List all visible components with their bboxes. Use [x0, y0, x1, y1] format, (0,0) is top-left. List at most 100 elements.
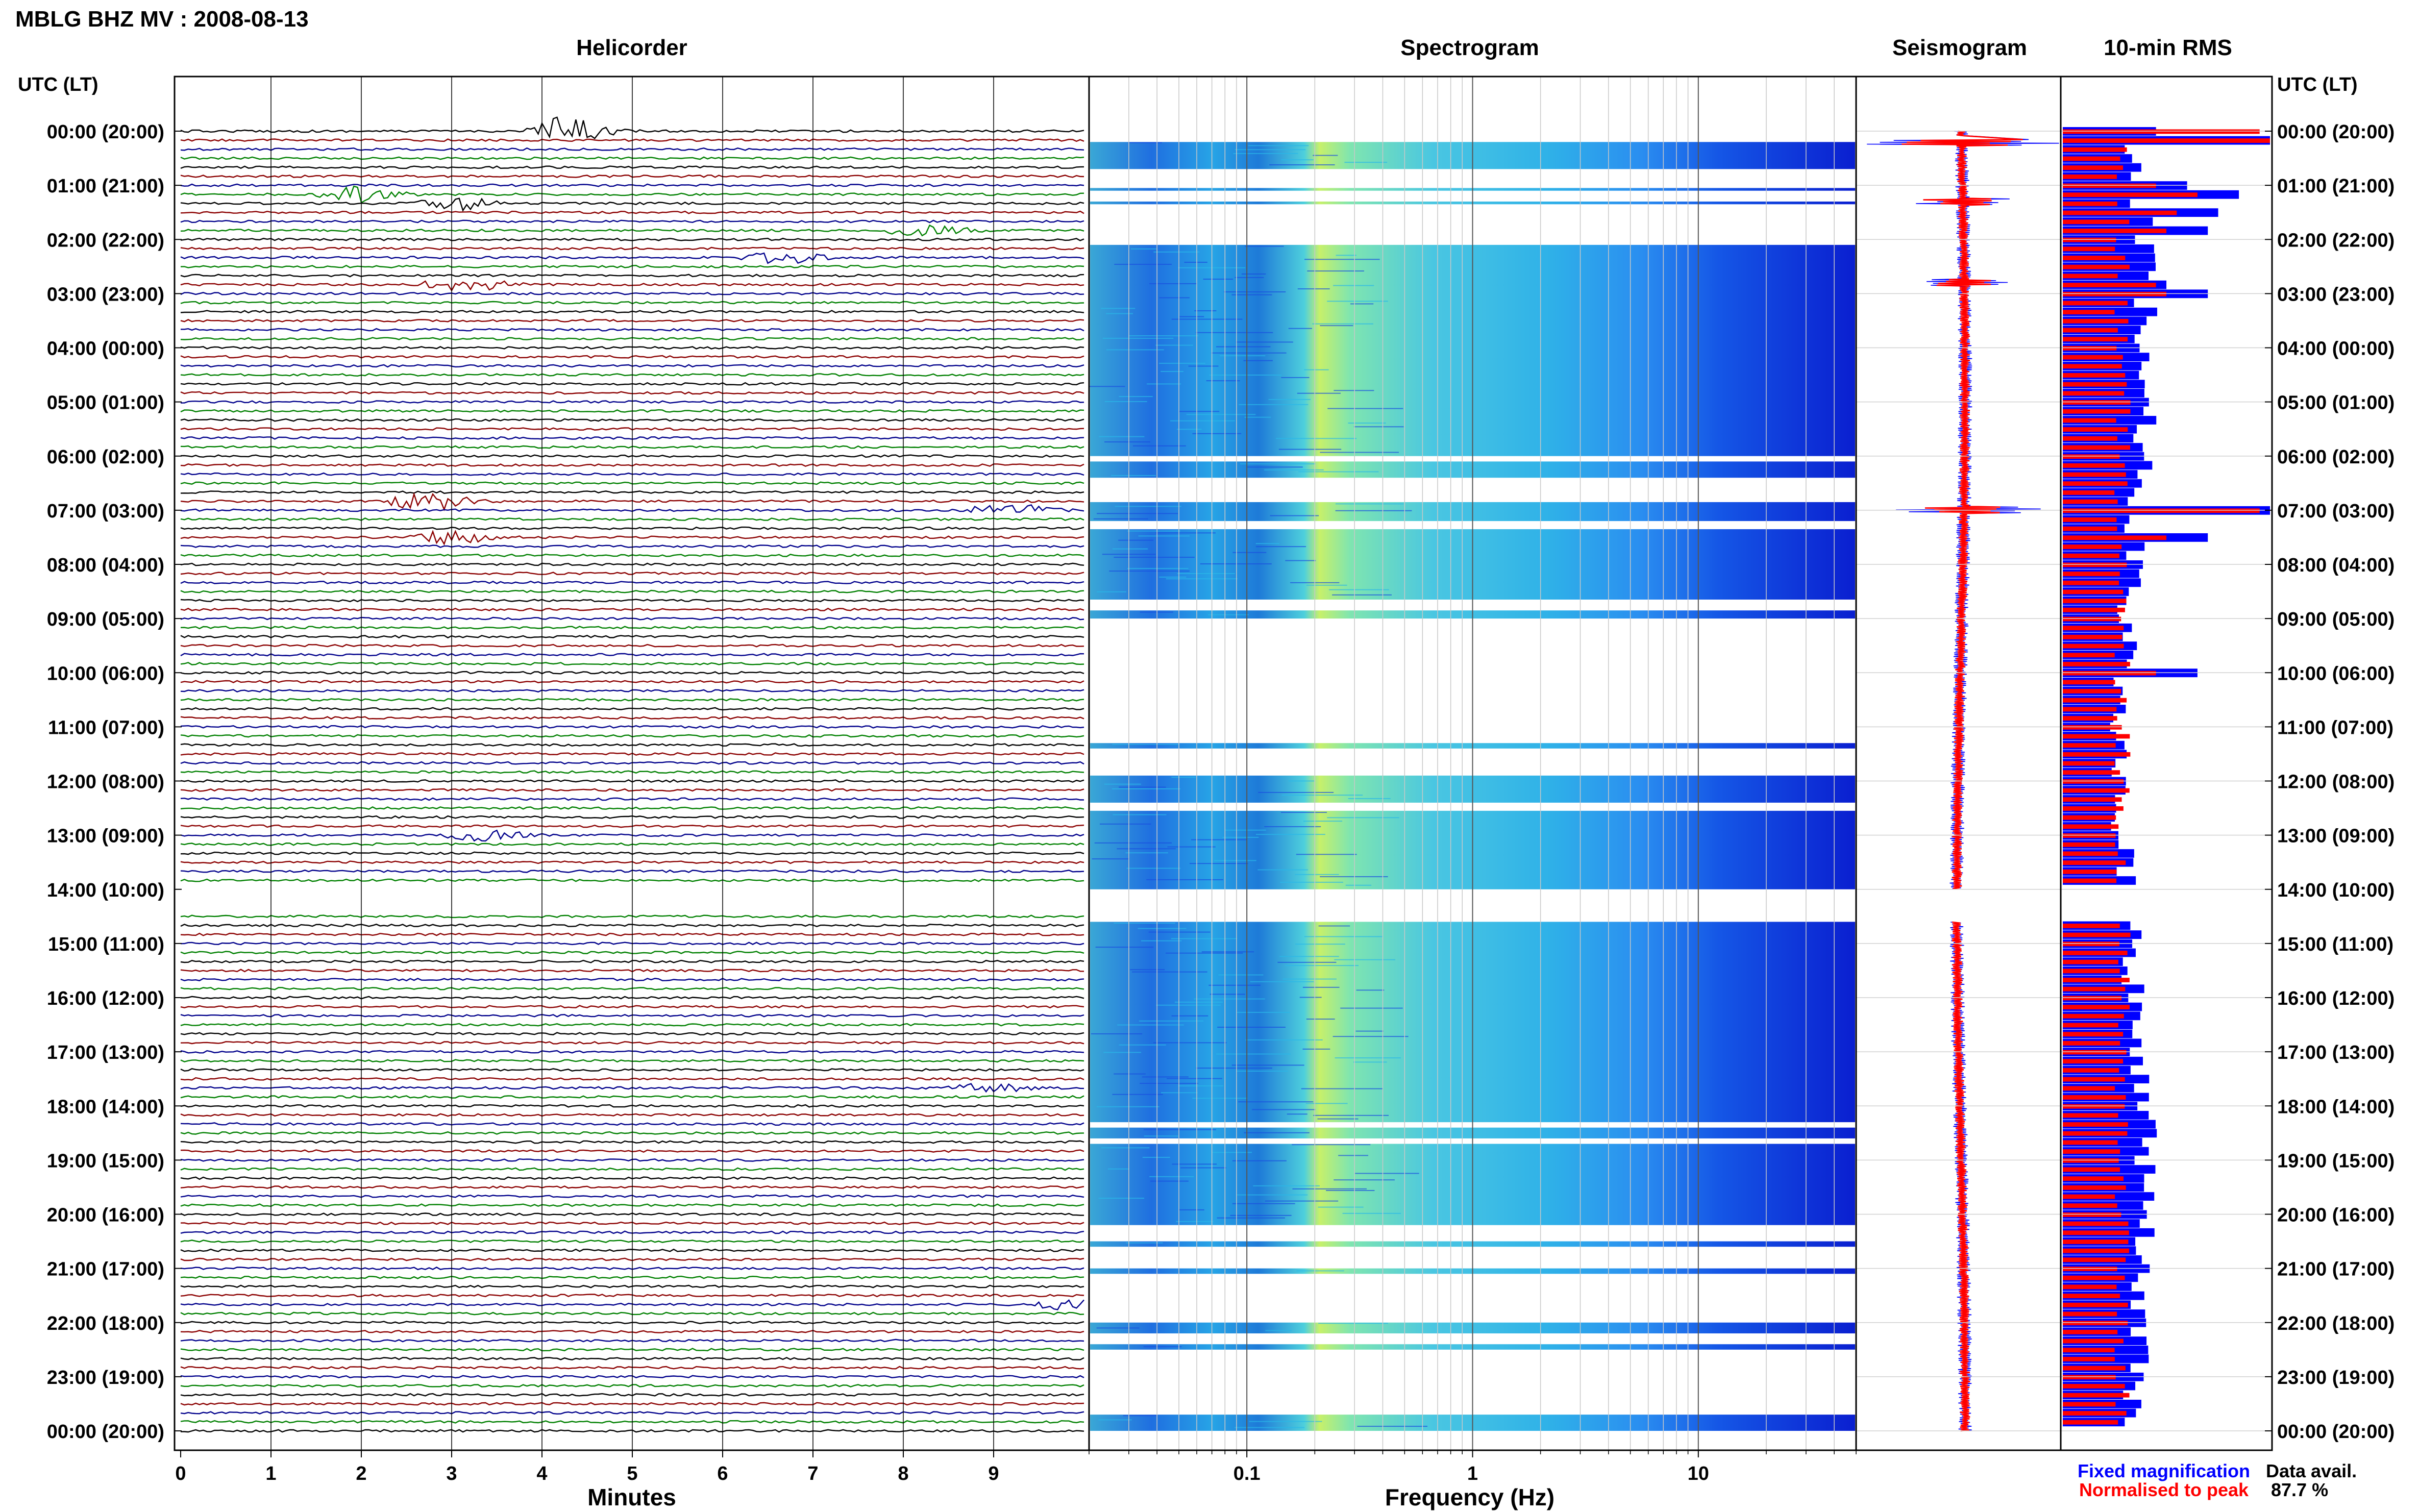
spectrogram-texture — [1095, 947, 1154, 948]
spectrogram-texture — [1220, 355, 1266, 357]
rms-bar-normalised — [2063, 436, 2117, 441]
spectrogram-texture — [1159, 362, 1205, 364]
time-label-left: 06:00 (02:00) — [47, 447, 164, 468]
spectrogram-texture — [1313, 155, 1338, 156]
spectrogram-texture — [1101, 308, 1136, 309]
rms-bar-normalised — [2063, 210, 2177, 215]
spectrogram-texture — [1296, 854, 1357, 855]
spectrogram-texture — [1279, 956, 1339, 957]
time-label-right: 06:00 (02:00) — [2277, 447, 2395, 468]
spectrogram-texture — [1282, 978, 1337, 980]
time-label-left: 00:00 (20:00) — [47, 121, 164, 143]
spectrogram-texture — [1208, 984, 1261, 986]
spectrogram-texture — [1335, 503, 1404, 505]
spectrogram-texture — [1170, 420, 1235, 422]
rms-bar-normalised — [2063, 1013, 2124, 1019]
rms-bar-normalised — [2063, 716, 2117, 721]
spectrogram-texture — [1114, 1073, 1146, 1075]
helicorder-xtick-label: 0 — [175, 1463, 186, 1484]
spectrogram-texture — [1209, 374, 1282, 376]
rms-bar-normalised — [2063, 616, 2121, 622]
time-label-right: 00:00 (20:00) — [2277, 1421, 2395, 1443]
spectrogram-texture — [1111, 475, 1156, 476]
rms-bar-normalised — [2063, 517, 2117, 522]
rms-bar-normalised — [2063, 1375, 2116, 1380]
rms-bar-normalised — [2063, 301, 2128, 306]
spectrogram-texture — [1131, 971, 1207, 973]
spectrogram-texture — [1335, 510, 1412, 511]
spectrogram-texture — [1092, 858, 1129, 860]
spectrogram-texture — [1117, 1024, 1184, 1026]
rms-bar-normalised — [2063, 878, 2117, 883]
time-label-right: 11:00 (07:00) — [2277, 717, 2393, 738]
spectrogram-texture — [1258, 791, 1334, 793]
spectrogram-texture — [1277, 961, 1337, 963]
spectrogram-texture — [1332, 594, 1392, 596]
spectrogram-texture — [1097, 591, 1126, 592]
seismogram-trace-normalised — [1902, 130, 2023, 1432]
rms-bar-normalised — [2063, 770, 2120, 775]
spectrogram-texture — [1098, 1419, 1132, 1421]
spectrogram-texture — [1298, 471, 1379, 473]
rms-bar-normalised — [2063, 959, 2118, 964]
rms-bar-normalised — [2063, 1095, 2126, 1100]
rms-bar-normalised — [2063, 1212, 2121, 1217]
rms-bar-normalised — [2063, 797, 2122, 802]
spectrogram-texture — [1312, 323, 1373, 325]
spectrogram-texture — [1149, 283, 1197, 284]
rms-bar-normalised — [2063, 680, 2115, 685]
spectrogram-texture — [1115, 506, 1181, 507]
time-label-left: 16:00 (12:00) — [47, 988, 164, 1009]
spectrogram-texture — [1245, 245, 1284, 247]
spectrogram-texture — [1191, 839, 1247, 840]
rms-bar-normalised — [2063, 174, 2117, 179]
spectrogram-texture — [1196, 1068, 1272, 1069]
time-label-left: 19:00 (15:00) — [47, 1150, 164, 1172]
legend-normalised: Normalised to peak — [2079, 1479, 2249, 1500]
spectrogram-texture — [1265, 1330, 1292, 1331]
spectrogram-texture — [1104, 783, 1141, 785]
spectrogram-texture — [1146, 879, 1223, 880]
rms-bar-normalised — [2063, 1176, 2124, 1181]
spectrogram-texture — [1153, 1042, 1227, 1044]
spectrogram-texture — [1106, 313, 1133, 314]
spectrogram-texture — [1338, 1155, 1369, 1156]
helicorder-xtick-label: 2 — [356, 1463, 366, 1484]
spectrogram-texture — [1178, 1085, 1224, 1087]
rms-bar-normalised — [2063, 337, 2128, 342]
spectrogram-texture — [1292, 1144, 1371, 1146]
rms-bar-normalised — [2063, 671, 2156, 676]
spectrogram-texture — [1196, 332, 1273, 333]
rms-plot — [2061, 127, 2272, 1431]
spectrogram-texture — [1180, 1167, 1226, 1169]
rms-bar-normalised — [2063, 1040, 2120, 1046]
spectrogram-texture — [1230, 1214, 1292, 1216]
rms-bar-normalised — [2063, 1077, 2125, 1082]
time-label-right: 21:00 (17:00) — [2277, 1259, 2395, 1280]
rms-bar-normalised — [2063, 192, 2198, 197]
rms-bar-normalised — [2063, 535, 2166, 540]
spectrogram-texture — [1253, 1185, 1320, 1186]
time-label-right: 07:00 (03:00) — [2277, 501, 2395, 522]
rms-bar-normalised — [2063, 1230, 2129, 1235]
spectrogram-texture — [1292, 1188, 1367, 1189]
rms-bar-normalised — [2063, 1420, 2118, 1425]
rms-bar-normalised — [2063, 345, 2117, 351]
time-label-left: 09:00 (05:00) — [47, 609, 164, 630]
spectrogram-texture — [1235, 277, 1264, 278]
spectrogram-texture — [1118, 539, 1154, 541]
rms-bar-normalised — [2063, 806, 2124, 811]
spectrogram-texture — [1236, 1011, 1290, 1013]
data-avail-label: Data avail. — [2266, 1460, 2357, 1481]
spectrogram-texture — [1353, 1061, 1387, 1063]
spectrogram-texture — [1353, 426, 1404, 428]
rms-bar-normalised — [2063, 815, 2116, 820]
spectrogram-texture — [1257, 869, 1309, 871]
spectrogram-texture — [1159, 297, 1190, 299]
rms-bar-normalised — [2063, 318, 2129, 324]
time-label-left: 07:00 (03:00) — [47, 501, 164, 522]
spectrogram-texture — [1240, 463, 1316, 465]
spectrogram-texture — [1304, 369, 1329, 370]
time-label-left: 12:00 (08:00) — [47, 772, 164, 793]
spectrogram-texture — [1333, 285, 1374, 286]
